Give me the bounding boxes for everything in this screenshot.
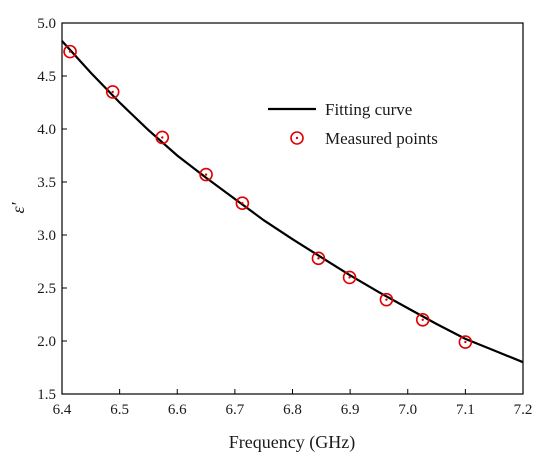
x-axis-tick-labels: 6.4 6.5 6.6 6.7 6.8 6.9 7.0 7.1 7.2 [53,402,533,418]
measured-point [235,196,250,210]
measured-point [415,312,430,327]
measured-point-center [161,136,164,139]
x-axis-ticks [61,389,524,394]
measured-point-center [464,340,467,344]
measured-point-center [241,202,244,205]
legend-label-measured-points: Measured points [325,129,438,148]
measured-point [155,130,170,145]
x-tick-label: 7.0 [398,402,417,418]
x-axis-title: Frequency (GHz) [229,432,355,453]
x-tick-label: 6.4 [53,402,72,418]
legend-marker-swatch [290,131,304,145]
measured-point [379,292,394,307]
measured-point [105,85,120,99]
measured-point [311,251,326,266]
x-tick-label: 7.1 [456,402,475,418]
x-tick-label: 6.6 [168,402,187,418]
y-axis-tick-labels: 1.5 2.0 2.5 3.0 3.5 4.0 4.5 5.0 [37,16,56,403]
measured-point [199,167,213,182]
x-tick-label: 7.2 [514,402,533,418]
measured-point-center [385,298,388,301]
legend-marker-dot [295,136,299,140]
y-tick-label: 2.0 [37,334,56,350]
measured-point-center [348,276,351,279]
y-tick-label: 3.5 [37,175,56,191]
y-tick-label: 1.5 [37,387,56,403]
y-tick-label: 5.0 [37,16,56,32]
x-tick-label: 6.5 [110,402,129,418]
measured-point-center [204,173,208,176]
measured-point-center [317,257,320,260]
legend: Fitting curve Measured points [268,100,438,148]
y-axis-ticks [62,22,67,395]
measured-point-center [68,50,72,53]
x-tick-label: 6.8 [283,402,302,418]
measured-point-center [421,318,424,321]
y-tick-label: 4.5 [37,69,56,85]
x-tick-label: 6.9 [341,402,360,418]
measured-point [458,335,473,349]
legend-label-fitting-curve: Fitting curve [325,100,412,119]
measured-point [63,44,77,59]
y-tick-label: 3.0 [37,228,56,244]
plot-frame [61,22,524,395]
measured-point-center [111,90,114,94]
fitting-curve-line [61,40,524,364]
y-axis-title: ε′ [8,201,28,213]
x-tick-label: 6.7 [226,402,245,418]
y-tick-label: 4.0 [37,122,56,138]
measured-points-markers [63,44,473,349]
y-tick-label: 2.5 [37,281,56,297]
measured-point [342,270,357,285]
